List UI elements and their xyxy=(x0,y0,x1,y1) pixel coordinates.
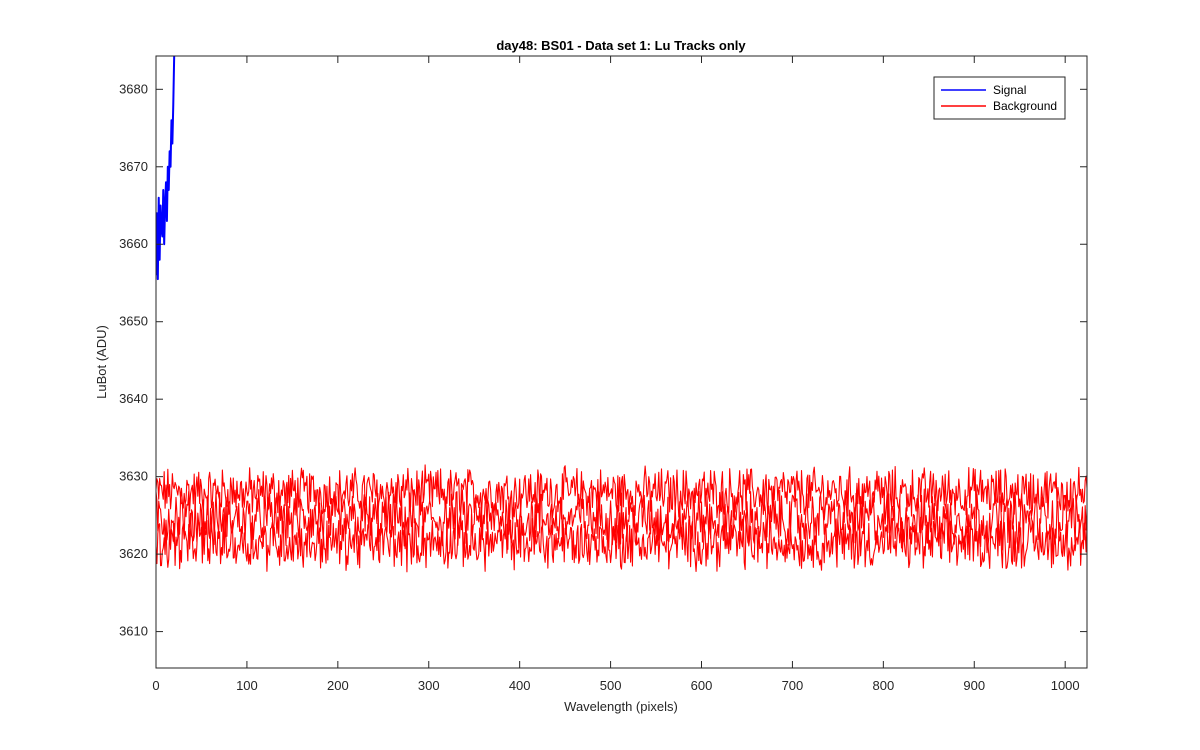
y-tick-label: 3620 xyxy=(119,546,148,561)
legend-background-label: Background xyxy=(993,99,1057,113)
y-tick-label: 3660 xyxy=(119,236,148,251)
y-tick-label: 3630 xyxy=(119,469,148,484)
legend-signal-label: Signal xyxy=(993,83,1026,97)
axes-frame xyxy=(155,55,1088,669)
background-series-line xyxy=(156,512,1087,573)
x-tick-label: 700 xyxy=(782,678,804,693)
signal-series-line xyxy=(156,56,176,281)
y-axis-label: LuBot (ADU) xyxy=(94,325,109,399)
plot-area xyxy=(156,56,1087,668)
x-tick-label: 600 xyxy=(691,678,713,693)
y-tick-label: 3680 xyxy=(119,81,148,96)
x-tick-label: 300 xyxy=(418,678,440,693)
x-tick-label: 0 xyxy=(152,678,159,693)
legend-box xyxy=(933,76,1066,120)
x-tick-label: 500 xyxy=(600,678,622,693)
background-series-line xyxy=(156,464,1087,521)
tick-layer: 0 100 200 300 400 500 600 700 800 900 1000 3610 3620… xyxy=(119,56,1087,693)
legend: Signal Background xyxy=(933,76,1066,120)
x-tick-label: 1000 xyxy=(1051,678,1080,693)
x-tick-label: 100 xyxy=(236,678,258,693)
x-axis-label: Wavelength (pixels) xyxy=(564,699,678,714)
y-tick-label: 3640 xyxy=(119,391,148,406)
x-tick-label: 400 xyxy=(509,678,531,693)
y-tick-label: 3670 xyxy=(119,159,148,174)
chart-title: day48: BS01 - Data set 1: Lu Tracks only xyxy=(496,38,746,53)
y-tick-label: 3650 xyxy=(119,314,148,329)
series-layer xyxy=(156,56,1087,573)
y-tick-label: 3610 xyxy=(119,624,148,639)
x-tick-label: 200 xyxy=(327,678,349,693)
x-tick-label: 900 xyxy=(963,678,985,693)
background-series-line xyxy=(156,487,1087,552)
x-tick-label: 800 xyxy=(872,678,894,693)
